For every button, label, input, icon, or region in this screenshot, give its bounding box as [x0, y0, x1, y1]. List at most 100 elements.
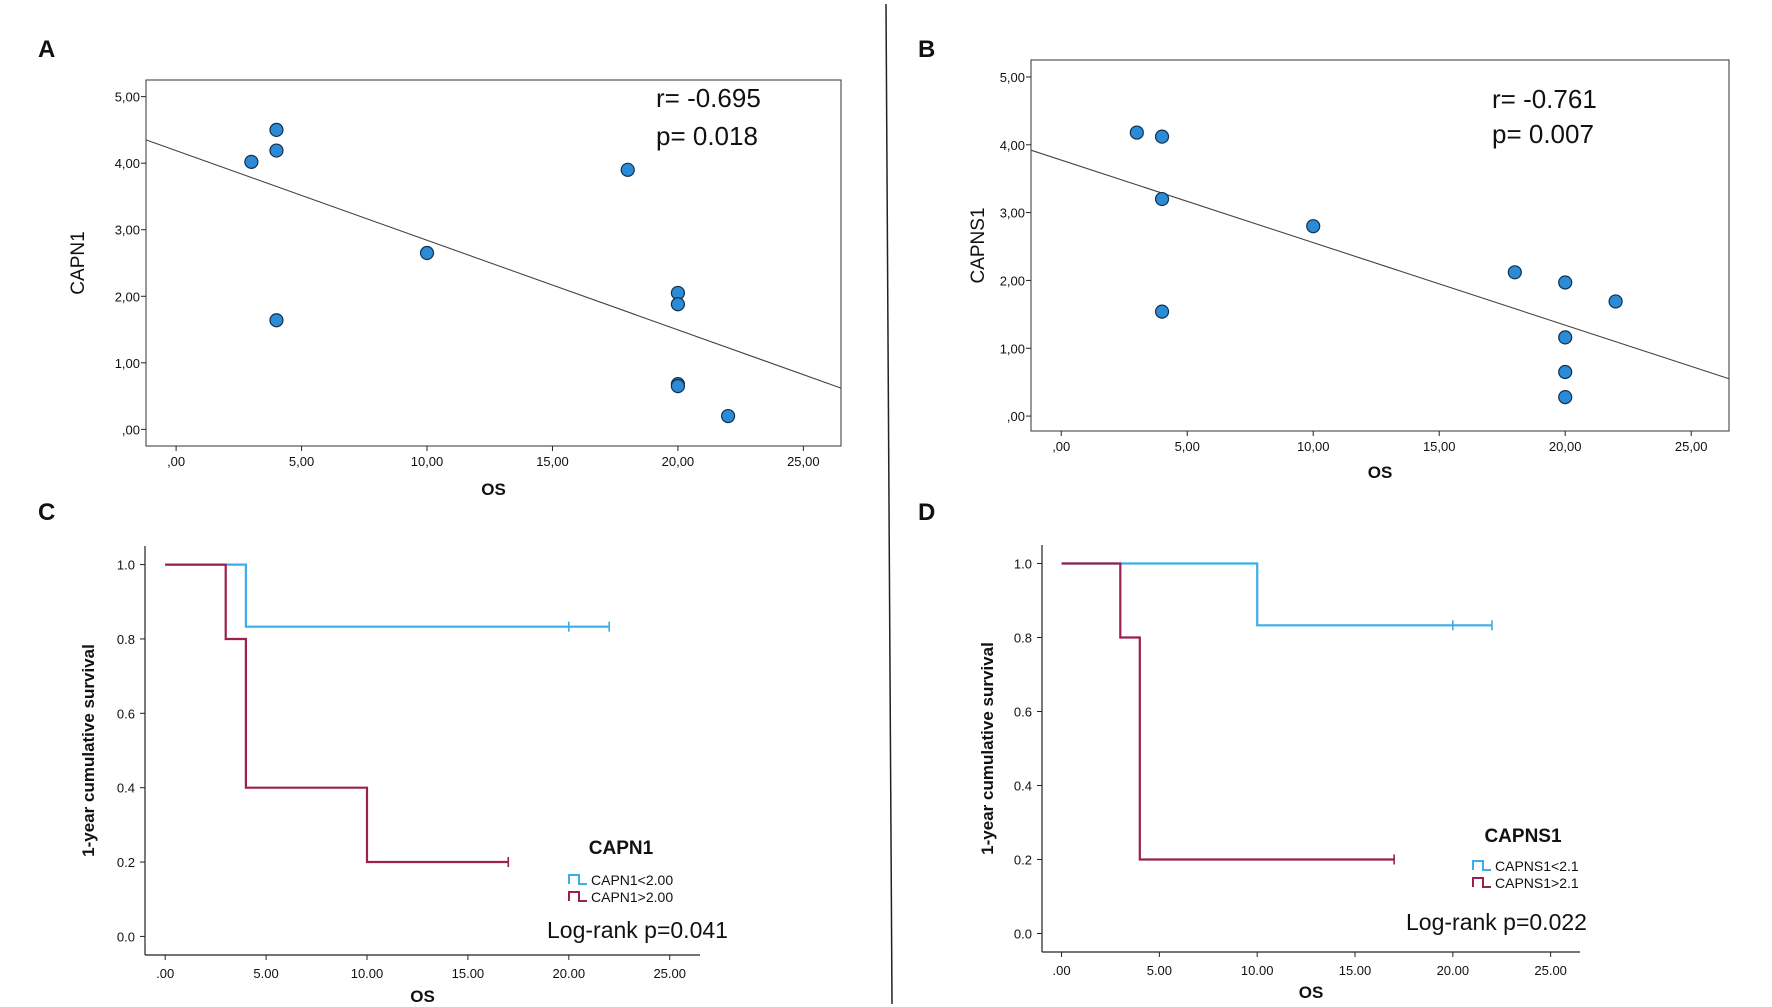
- y-tick-label: 0.4: [1014, 779, 1032, 794]
- p-value: p= 0.007: [1492, 119, 1594, 149]
- panel-b: B ,00 5,00 10,00 15,00 20,00 25,00 ,00 1,00 2,00 3…: [918, 36, 1730, 482]
- charts-layer: A ,00 5,00 10,00 15,00 20,00 25,00 ,00 1,00 2,00 3…: [38, 36, 1730, 1006]
- y-tick-label: 0.8: [1014, 631, 1032, 646]
- legend-item-label: CAPN1>2.00: [591, 889, 673, 905]
- panel-d: D .00 5.00 10.00 15.00 20.00 25.00 0.0 0.2 0.4 0.6…: [918, 499, 1587, 1002]
- data-point: [670, 379, 686, 394]
- data-point: [1507, 265, 1522, 280]
- y-axis-title: 1-year cumulative survival: [79, 644, 98, 857]
- data-point: [1306, 219, 1321, 234]
- x-tick-label: ,00: [167, 454, 185, 469]
- data-point: [1558, 389, 1573, 405]
- data-point: [1558, 364, 1573, 380]
- data-point: [670, 297, 686, 312]
- data-point: [269, 143, 284, 158]
- y-tick-label: 0.0: [117, 929, 135, 944]
- y-tick-label: 0.2: [1014, 853, 1032, 868]
- legend-swatch: [1472, 877, 1491, 888]
- y-tick-label: 2,00: [1000, 273, 1025, 288]
- x-tick-label: 25.00: [1534, 963, 1567, 978]
- data-point: [1558, 275, 1573, 290]
- x-tick-label: .00: [156, 966, 174, 981]
- x-axis-title: OS: [481, 480, 506, 499]
- panel-a: A ,00 5,00 10,00 15,00 20,00 25,00 ,00 1,00 2,00 3…: [38, 36, 842, 499]
- x-axis-title: OS: [410, 987, 435, 1006]
- x-tick-label: 5,00: [289, 454, 314, 469]
- y-tick-label: 1,00: [1000, 341, 1025, 356]
- logrank-annotation: Log-rank p=0.041: [547, 917, 728, 943]
- x-tick-label: 25,00: [1675, 439, 1708, 454]
- y-tick-label: 5,00: [1000, 70, 1025, 85]
- panel-letter: A: [38, 36, 55, 63]
- x-tick-label: ,00: [1052, 439, 1070, 454]
- x-axis-title: OS: [1299, 983, 1324, 1002]
- data-point: [419, 245, 435, 261]
- x-tick-label: 20.00: [1437, 963, 1470, 978]
- y-tick-label: 5,00: [115, 90, 140, 105]
- y-tick-label: 3,00: [1000, 206, 1025, 221]
- x-axis-title: OS: [1368, 463, 1393, 482]
- logrank-annotation: Log-rank p=0.022: [1406, 909, 1587, 935]
- legend-item-label: CAPNS1<2.1: [1495, 858, 1579, 874]
- legend-title: CAPNS1: [1484, 826, 1562, 847]
- data-point: [1154, 191, 1170, 207]
- survival-curve-1: [1061, 562, 1492, 627]
- survival-curve-2: [165, 563, 509, 864]
- y-tick-label: 4,00: [115, 156, 140, 171]
- y-tick-label: 0.6: [117, 706, 135, 721]
- y-tick-label: 0.2: [117, 855, 135, 870]
- x-tick-label: 10,00: [1297, 439, 1330, 454]
- legend-swatch: [568, 874, 587, 885]
- x-tick-label: 20,00: [662, 454, 695, 469]
- data-point: [269, 122, 284, 138]
- x-tick-label: 10.00: [351, 966, 384, 981]
- x-tick-label: 10,00: [411, 454, 444, 469]
- y-tick-label: 0.8: [117, 632, 135, 647]
- x-tick-label: 15,00: [536, 454, 569, 469]
- data-point: [1558, 330, 1573, 345]
- panel-letter: B: [918, 36, 935, 63]
- panel-letter: D: [918, 499, 935, 526]
- data-point: [620, 162, 635, 177]
- p-value: p= 0.018: [656, 121, 758, 151]
- x-tick-label: 25,00: [787, 454, 820, 469]
- plot-frame: [1030, 59, 1730, 432]
- y-axis-title: 1-year cumulative survival: [978, 642, 997, 855]
- y-tick-label: 3,00: [115, 223, 140, 238]
- panel-divider: [885, 3, 893, 1005]
- regression-line: [145, 139, 842, 389]
- y-tick-label: 0.6: [1014, 705, 1032, 720]
- panel-letter: C: [38, 499, 55, 526]
- y-tick-label: 1,00: [115, 356, 140, 371]
- x-tick-label: 15.00: [1339, 963, 1372, 978]
- x-tick-label: 10.00: [1241, 963, 1274, 978]
- data-point: [720, 408, 736, 424]
- data-point: [1154, 304, 1170, 319]
- legend-item-label: CAPN1<2.00: [591, 872, 673, 888]
- r-value: r= -0.695: [656, 83, 761, 113]
- y-tick-label: ,00: [122, 422, 140, 437]
- data-point: [1154, 129, 1170, 144]
- y-axis-title: CAPN1: [68, 231, 89, 294]
- x-tick-label: 20.00: [553, 966, 586, 981]
- panel-c: C .00 5.00 10.00 15.00 20.00 25.00 0.0 0.2 0.4 0.6…: [38, 499, 728, 1006]
- data-point: [269, 313, 284, 328]
- x-tick-label: 20,00: [1549, 439, 1582, 454]
- x-tick-label: .00: [1053, 963, 1071, 978]
- y-tick-label: 0.0: [1014, 927, 1032, 942]
- x-tick-label: 5.00: [1147, 963, 1172, 978]
- y-tick-label: 0.4: [117, 781, 135, 796]
- regression-line: [1030, 149, 1730, 380]
- survival-curve-2: [1061, 562, 1395, 861]
- y-tick-label: 1.0: [117, 558, 135, 573]
- x-tick-label: 15,00: [1423, 439, 1456, 454]
- y-tick-label: 2,00: [115, 289, 140, 304]
- data-point: [1608, 294, 1623, 309]
- y-tick-label: ,00: [1007, 409, 1025, 424]
- legend-swatch: [1472, 860, 1491, 871]
- data-point: [1129, 125, 1144, 140]
- y-axis-title: CAPNS1: [968, 207, 989, 283]
- data-point: [244, 154, 259, 169]
